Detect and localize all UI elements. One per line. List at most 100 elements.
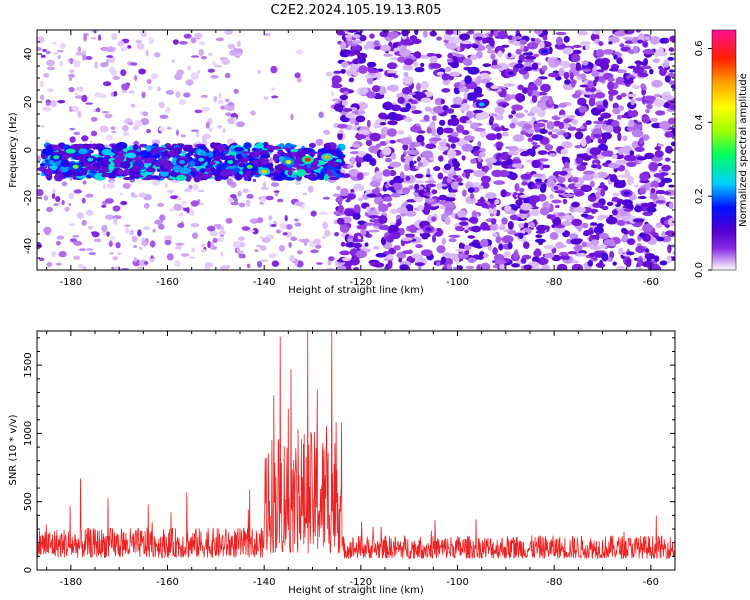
heatmap-cell xyxy=(73,255,81,260)
heatmap-cell xyxy=(442,105,448,111)
heatmap-cell xyxy=(638,137,644,145)
heatmap-cell xyxy=(330,91,334,97)
heatmap-cell xyxy=(655,110,666,116)
heatmap-cell xyxy=(441,88,451,93)
heatmap-cell xyxy=(644,152,655,159)
heatmap-cell xyxy=(487,245,492,251)
heatmap-cell xyxy=(220,251,224,257)
heatmap-cell xyxy=(626,176,635,185)
heatmap-cell xyxy=(146,129,151,134)
heatmap-cell xyxy=(445,66,452,72)
heatmap-cell xyxy=(297,250,303,255)
heatmap-cell xyxy=(59,42,66,49)
heatmap-cell xyxy=(637,258,643,267)
heatmap-cell xyxy=(357,151,366,158)
heatmap-cell xyxy=(519,187,525,193)
heatmap-cell xyxy=(174,246,183,250)
heatmap-cell xyxy=(259,197,266,204)
heatmap-cell xyxy=(136,267,141,270)
heatmap-cell xyxy=(270,65,278,74)
y-tick-label: 1500 xyxy=(23,352,34,377)
heatmap-cell xyxy=(607,81,615,91)
heatmap-cell xyxy=(73,189,83,194)
heatmap-cell xyxy=(574,244,583,252)
heatmap-cell xyxy=(227,160,234,164)
heatmap-cell xyxy=(457,182,464,186)
y-tick-label: 0 xyxy=(23,567,34,573)
y-tick-label: 40 xyxy=(23,48,34,61)
heatmap-cell xyxy=(636,62,641,69)
heatmap-cell xyxy=(420,249,433,257)
heatmap-cell xyxy=(451,30,461,36)
heatmap-cell xyxy=(490,85,499,90)
heatmap-cell xyxy=(122,132,130,136)
heatmap-cell xyxy=(193,174,201,183)
heatmap-cell xyxy=(413,196,424,202)
heatmap-cell xyxy=(164,183,168,188)
heatmap-cell xyxy=(122,46,128,51)
heatmap-cell xyxy=(307,185,314,193)
heatmap-cell xyxy=(61,199,65,206)
heatmap-cell xyxy=(352,212,361,220)
heatmap-cell xyxy=(360,87,369,95)
heatmap-cell xyxy=(623,79,634,85)
heatmap-cell xyxy=(519,39,528,45)
heatmap-cell xyxy=(447,53,453,59)
heatmap-cell xyxy=(603,239,616,245)
heatmap-cell xyxy=(46,59,55,66)
heatmap-cell xyxy=(325,267,335,270)
colorbar-tick-label: 0.4 xyxy=(694,114,705,130)
heatmap-cell xyxy=(200,94,208,98)
heatmap-cell xyxy=(85,193,94,198)
heatmap-cell xyxy=(414,262,425,267)
heatmap-cell xyxy=(420,97,432,103)
heatmap-cell xyxy=(390,208,399,215)
heatmap-cell xyxy=(509,94,517,100)
heatmap-cell xyxy=(438,200,448,205)
heatmap-cell xyxy=(140,118,150,126)
heatmap-cell xyxy=(242,188,249,194)
heatmap-cell xyxy=(188,208,195,217)
heatmap-cell xyxy=(436,36,442,41)
heatmap-cell xyxy=(495,132,502,140)
heatmap-cell xyxy=(402,187,411,195)
heatmap-cell xyxy=(170,165,183,171)
heatmap-cell xyxy=(516,148,525,152)
heatmap-cell xyxy=(369,33,375,39)
heatmap-cell xyxy=(43,148,54,156)
heatmap-cell xyxy=(653,255,660,262)
colorbar: 0.0 0.2 0.4 0.6 Normalized spectral amplitu… xyxy=(694,29,749,278)
heatmap-cell xyxy=(387,120,398,126)
heatmap-cell xyxy=(478,102,485,107)
heatmap-cell xyxy=(357,109,366,115)
heatmap-cell xyxy=(587,80,594,89)
spectrogram-y-axis-label: Frequency (Hz) xyxy=(8,112,19,188)
heatmap-cell xyxy=(537,158,549,162)
heatmap-cell xyxy=(170,171,179,177)
heatmap-cell xyxy=(190,55,200,58)
heatmap-cell xyxy=(142,226,151,231)
heatmap-cell xyxy=(618,105,625,111)
heatmap-cell xyxy=(520,173,532,180)
heatmap-cell xyxy=(205,262,214,268)
heatmap-cell xyxy=(576,164,587,172)
heatmap-cell xyxy=(444,216,451,225)
heatmap-cell xyxy=(498,225,506,231)
heatmap-cell xyxy=(627,93,637,97)
heatmap-cell xyxy=(432,115,437,122)
heatmap-cell xyxy=(129,174,135,180)
heatmap-cell xyxy=(420,141,425,146)
heatmap-cell xyxy=(81,219,87,226)
heatmap-cell xyxy=(262,181,266,188)
heatmap-cell xyxy=(554,190,565,194)
heatmap-cell xyxy=(271,260,280,268)
heatmap-cell xyxy=(559,121,565,129)
heatmap-cell xyxy=(548,72,560,78)
heatmap-cell xyxy=(346,193,356,200)
heatmap-cell xyxy=(222,127,226,134)
heatmap-cell xyxy=(449,117,460,127)
heatmap-cell xyxy=(616,95,623,100)
heatmap-cell xyxy=(652,58,660,64)
heatmap-cell xyxy=(562,168,573,172)
heatmap-cell xyxy=(341,61,349,68)
